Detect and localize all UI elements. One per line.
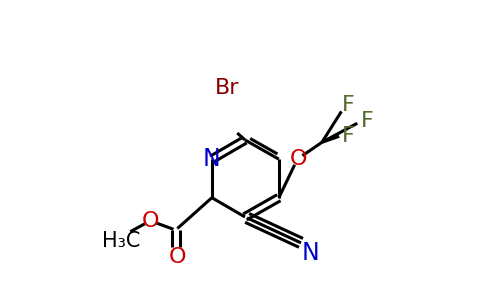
Text: F: F xyxy=(342,95,354,115)
Text: H₃C: H₃C xyxy=(102,231,140,251)
Text: F: F xyxy=(342,126,354,146)
Text: Br: Br xyxy=(215,78,240,98)
Text: O: O xyxy=(141,211,159,231)
Text: F: F xyxy=(361,111,374,131)
Text: O: O xyxy=(169,247,187,267)
Text: N: N xyxy=(203,147,221,171)
Text: N: N xyxy=(302,241,319,265)
Text: O: O xyxy=(290,149,308,169)
